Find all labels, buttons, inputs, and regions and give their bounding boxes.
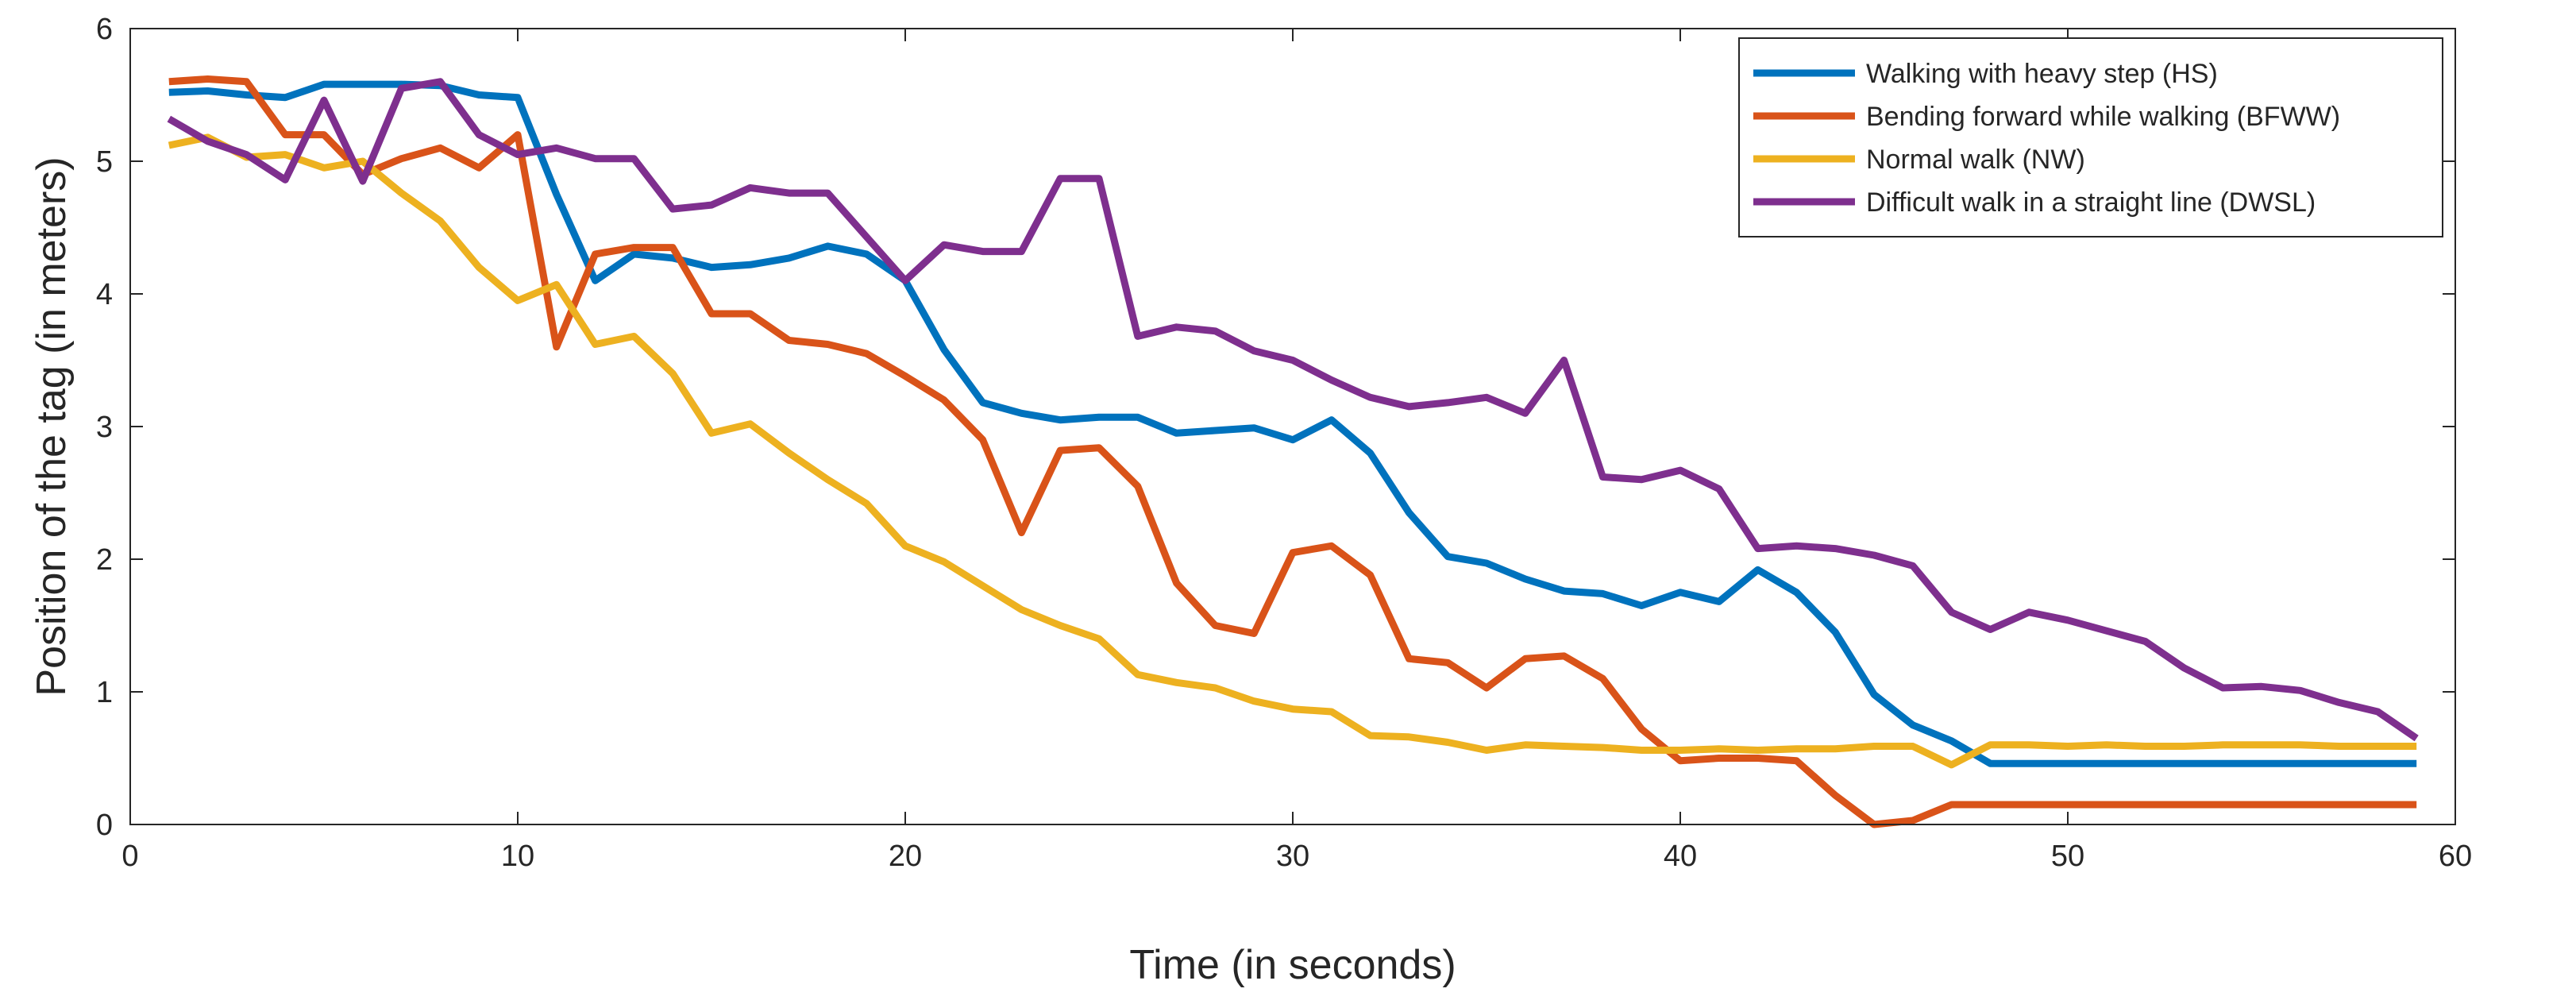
- series-line-3: [167, 78, 2419, 742]
- x-tick-label: 30: [1276, 840, 1309, 873]
- x-axis-label: Time (in seconds): [1129, 942, 1456, 988]
- y-tick-label: 4: [96, 278, 113, 311]
- y-tick-label: 3: [96, 411, 113, 444]
- x-tick-label: 0: [121, 840, 138, 873]
- series-line-0: [168, 80, 2417, 767]
- legend-items: Walking with heavy step (HS) Bending forw…: [1753, 59, 2340, 218]
- y-tick-label: 0: [96, 809, 113, 842]
- legend: Walking with heavy step (HS) Bending forw…: [1738, 37, 2443, 237]
- axis-ticks: 0 10 20 30 40 50 60 0 1 2 3 4 5 6: [96, 13, 2472, 873]
- x-tick-label: 60: [2439, 840, 2472, 873]
- y-tick-label: 1: [96, 676, 113, 709]
- series-line-1: [168, 75, 2417, 828]
- y-tick-label: 5: [96, 145, 113, 179]
- series-line-2: [168, 133, 2417, 769]
- legend-label-1: Bending forward while walking (BFWW): [1866, 102, 2340, 132]
- x-tick-label: 40: [1664, 840, 1697, 873]
- x-tick-label: 10: [501, 840, 534, 873]
- y-tick-label: 6: [96, 13, 113, 46]
- y-tick-label: 2: [96, 543, 113, 577]
- y-axis-label: Position of the tag (in meters): [29, 156, 75, 696]
- x-tick-label: 50: [2051, 840, 2084, 873]
- series-layer: [167, 75, 2419, 828]
- legend-label-3: Difficult walk in a straight line (DWSL): [1866, 187, 2316, 218]
- legend-label-0: Walking with heavy step (HS): [1866, 59, 2218, 89]
- x-tick-label: 20: [889, 840, 922, 873]
- legend-box: [1738, 37, 2443, 237]
- legend-label-2: Normal walk (NW): [1866, 145, 2085, 175]
